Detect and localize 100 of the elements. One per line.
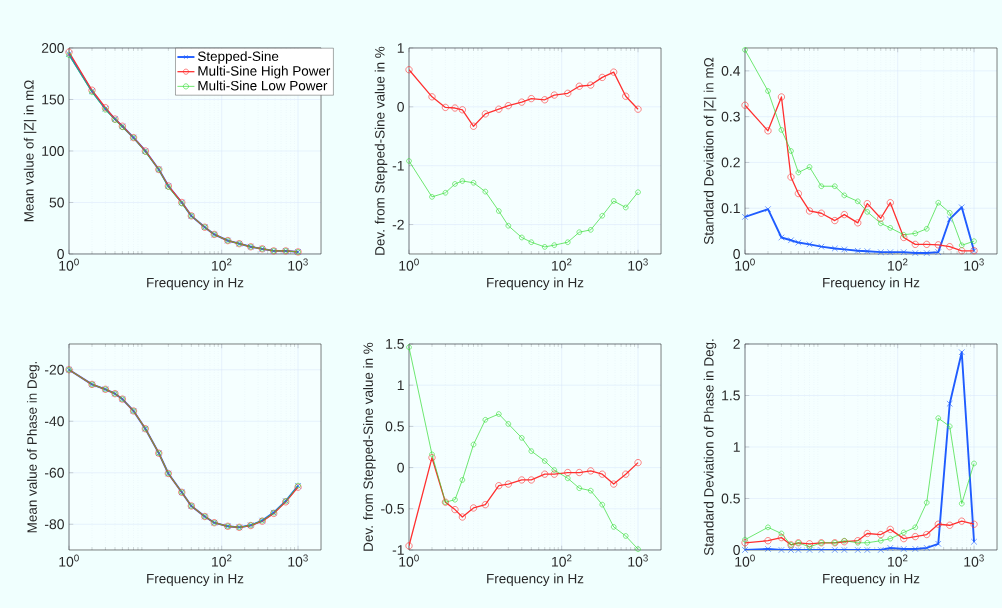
y-tick-label: 50 <box>49 197 64 208</box>
point <box>518 98 526 106</box>
y-axis-title: Dev. from Stepped-Sine value in % <box>374 46 388 255</box>
y-axis-title: Dev. from Stepped-Sine value in % <box>363 342 376 551</box>
point <box>900 545 907 553</box>
point <box>496 208 502 214</box>
point <box>946 243 954 251</box>
point <box>970 520 978 528</box>
point <box>588 487 594 494</box>
point <box>841 192 848 199</box>
y-tick-label: 1 <box>397 43 404 53</box>
point <box>588 227 594 233</box>
point <box>946 400 953 407</box>
point <box>564 469 572 477</box>
point <box>934 520 942 528</box>
x-tick-label: 10$^{2}$ <box>552 554 572 567</box>
point <box>806 207 814 215</box>
point <box>947 423 953 430</box>
y-tick-label: 0.1 <box>721 203 740 214</box>
point <box>795 169 802 176</box>
x-axis-title: Frequency in Hz <box>147 277 244 291</box>
point <box>542 244 548 250</box>
point <box>923 249 930 257</box>
legend-label: Multi-Sine Low Power <box>198 80 328 91</box>
point <box>551 467 557 473</box>
x-tick-label: 10$^{0}$ <box>59 554 79 567</box>
point <box>495 105 503 113</box>
x-tick-label: 10$^{3}$ <box>964 554 984 567</box>
y-tick-label: 200 <box>41 43 64 53</box>
point <box>564 89 572 97</box>
y-tick-label: -40 <box>44 416 64 427</box>
point <box>458 106 466 114</box>
point <box>863 200 871 208</box>
point <box>470 441 477 448</box>
y-tick-label: 0.2 <box>721 157 740 168</box>
x-tick-label: 10$^{0}$ <box>735 554 755 567</box>
point <box>864 540 871 546</box>
point <box>923 544 930 552</box>
point <box>795 239 802 246</box>
y-axis-title: Mean value of Phase in Deg. <box>26 361 40 533</box>
point <box>911 240 919 248</box>
point <box>958 247 966 255</box>
point <box>912 545 919 553</box>
point <box>575 469 583 477</box>
point <box>958 349 965 356</box>
point <box>935 415 941 421</box>
point <box>854 546 861 554</box>
point <box>565 239 571 245</box>
point <box>924 499 930 506</box>
y-tick-label: 1.5 <box>722 390 740 401</box>
point <box>831 245 838 252</box>
point <box>947 210 953 216</box>
point <box>900 535 908 543</box>
point <box>831 217 839 225</box>
x-tick-label: 10$^{0}$ <box>735 258 755 271</box>
x-axis-title: Frequency in Hz <box>487 277 584 291</box>
point <box>458 513 466 521</box>
y-axis-title: Mean value of |Z| in mΩ <box>23 80 37 222</box>
point <box>598 73 606 81</box>
point <box>504 102 512 110</box>
point <box>806 546 813 554</box>
y-tick-label: 0.5 <box>385 421 404 432</box>
point <box>863 530 871 537</box>
point <box>877 214 885 222</box>
point <box>575 82 583 90</box>
point <box>634 105 642 113</box>
y-tick-label: -60 <box>44 467 64 478</box>
point <box>470 122 478 130</box>
y-tick-label: 150 <box>42 94 64 105</box>
x-tick-label: 10$^{2}$ <box>552 258 572 271</box>
point <box>495 482 503 490</box>
point <box>959 500 965 507</box>
point <box>877 546 884 554</box>
y-tick-label: 100 <box>42 146 64 156</box>
point <box>459 178 466 184</box>
point <box>817 209 825 217</box>
point <box>565 475 571 481</box>
point <box>901 529 907 536</box>
y-tick-label: 0 <box>397 101 404 112</box>
point <box>854 247 861 254</box>
y-tick-label: -0.5 <box>381 503 404 514</box>
point <box>878 220 884 226</box>
x-tick-label: 10$^{3}$ <box>288 554 308 567</box>
y-axis-title: Standard Deviation of |Z| in mΩ <box>703 57 717 245</box>
point <box>886 525 894 533</box>
point <box>527 476 535 484</box>
point <box>519 234 525 241</box>
point <box>877 531 885 539</box>
point <box>482 417 489 423</box>
point <box>496 411 502 417</box>
point <box>887 535 893 542</box>
point <box>622 470 630 478</box>
x-axis-title: Frequency in Hz <box>823 573 920 587</box>
point <box>598 470 606 478</box>
y-tick-label: 1.5 <box>386 339 404 349</box>
point <box>864 209 871 215</box>
y-tick-label: 1 <box>733 442 740 452</box>
y-tick-label: 0 <box>733 545 740 555</box>
y-tick-label: -80 <box>44 519 64 530</box>
point <box>541 470 549 478</box>
